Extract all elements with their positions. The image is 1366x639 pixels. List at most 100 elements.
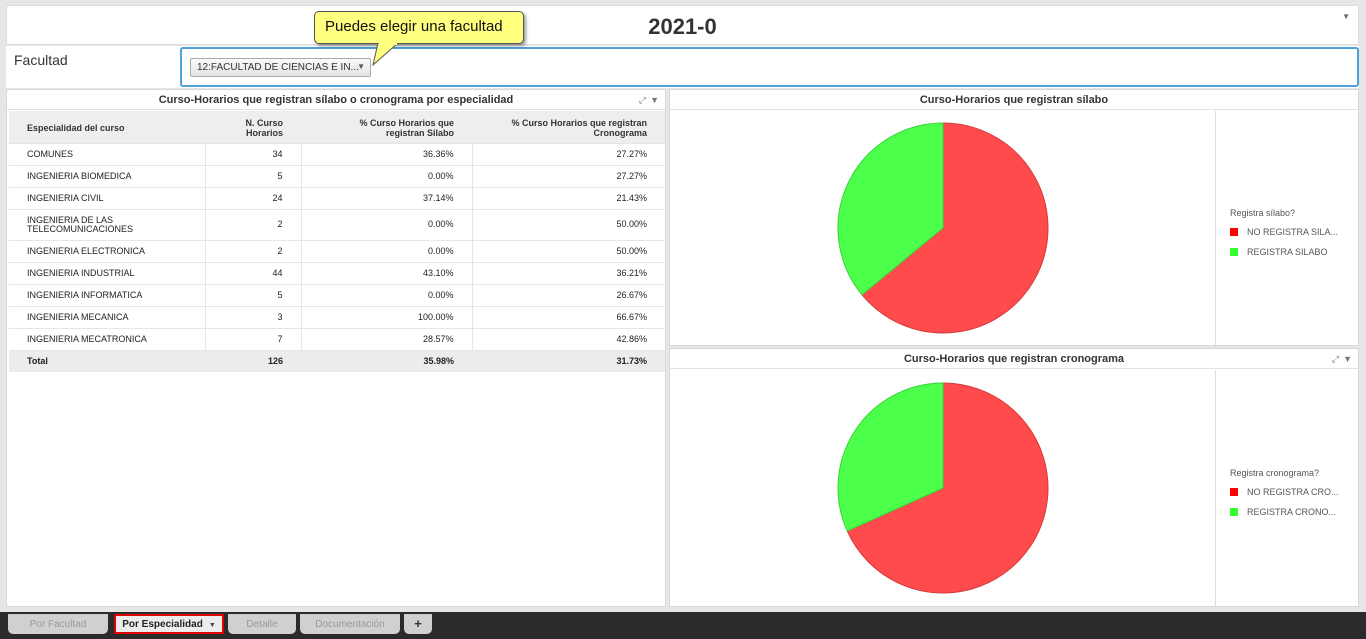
help-tooltip: Puedes elegir una facultad xyxy=(314,11,524,44)
table-cell: INGENIERIA CIVIL xyxy=(9,186,206,209)
table-cell: 37.14% xyxy=(301,186,473,209)
column-header[interactable]: % Curso Horarios que registran Silabo xyxy=(301,111,472,143)
table-cell: 42.86% xyxy=(472,327,665,350)
table-cell: 44 xyxy=(205,261,302,284)
table-cell: 35.98% xyxy=(301,349,472,372)
silabo-chart-panel: Curso-Horarios que registran sílabo Regi… xyxy=(669,89,1359,346)
column-header[interactable]: Especialidad del curso xyxy=(9,111,205,143)
legend-label: NO REGISTRA CRO... xyxy=(1247,487,1339,497)
table-cell: INGENIERIA DE LAS TELECOMUNICACIONES xyxy=(9,208,206,240)
table-cell: 0.00% xyxy=(301,239,473,262)
table-row: INGENIERIA MECANICA 3 100.00% 66.67% xyxy=(9,305,665,328)
table-cell: 3 xyxy=(205,305,302,328)
expand-icon[interactable]: ⤢ xyxy=(1331,354,1340,364)
legend-title: Registra sílabo? xyxy=(1230,208,1296,218)
column-header[interactable]: % Curso Horarios que registran Cronogram… xyxy=(472,111,665,143)
cronograma-legend: Registra cronograma? NO REGISTRA CRO... … xyxy=(1230,468,1348,527)
table-row: INGENIERIA MECATRONICA 7 28.57% 42.86% xyxy=(9,327,665,350)
table-cell: INGENIERIA MECANICA xyxy=(9,305,206,328)
add-sheet-button[interactable]: + xyxy=(404,614,432,634)
facultad-select-value: 12:FACULTAD DE CIENCIAS E IN... xyxy=(197,62,359,73)
table-cell: 5 xyxy=(205,283,302,306)
silabo-legend: Registra sílabo? NO REGISTRA SILA... REG… xyxy=(1230,208,1348,267)
table-cell: 34 xyxy=(205,142,302,165)
page-title: 2021-0 xyxy=(648,14,717,39)
table-cell: INGENIERIA MECATRONICA xyxy=(9,327,206,350)
pie-slice[interactable] xyxy=(837,122,944,296)
column-header[interactable]: N. Curso Horarios xyxy=(205,111,301,143)
table-cell: 36.21% xyxy=(472,261,665,284)
legend-item[interactable]: NO REGISTRA SILA... xyxy=(1230,227,1348,237)
table-row: INGENIERIA ELECTRONICA 2 0.00% 50.00% xyxy=(9,239,665,262)
table-panel: Curso-Horarios que registran sílabo o cr… xyxy=(6,89,666,607)
facultad-label: Facultad xyxy=(14,52,68,68)
table-cell: 0.00% xyxy=(301,283,473,306)
table-cell: 7 xyxy=(205,327,302,350)
legend-label: REGISTRA CRONO... xyxy=(1247,507,1337,517)
legend-label: NO REGISTRA SILA... xyxy=(1247,227,1339,237)
table-cell: Total xyxy=(9,349,205,372)
table-row: INGENIERIA CIVIL 24 37.14% 21.43% xyxy=(9,186,665,209)
legend-swatch xyxy=(1230,488,1238,496)
table-cell: 2 xyxy=(205,239,302,262)
table-cell: 36.36% xyxy=(301,142,473,165)
table-cell: 21.43% xyxy=(472,186,665,209)
table-cell: 26.67% xyxy=(472,283,665,306)
tab-documentacion[interactable]: Documentación xyxy=(300,614,400,634)
tab-detalle[interactable]: Detalle xyxy=(228,614,296,634)
tab-label: Por Especialidad xyxy=(122,619,203,630)
legend-swatch xyxy=(1230,508,1238,516)
table-cell: COMUNES xyxy=(9,142,206,165)
table-cell: 24 xyxy=(205,186,302,209)
table-row: INGENIERIA INFORMATICA 5 0.00% 26.67% xyxy=(9,283,665,306)
table-header-row: Especialidad del curso N. Curso Horarios… xyxy=(9,111,665,143)
silabo-pie-area xyxy=(670,111,1216,345)
chevron-down-icon[interactable]: ▼ xyxy=(208,622,216,629)
table-cell: 27.27% xyxy=(472,142,665,165)
legend-swatch xyxy=(1230,248,1238,256)
dashboard-header: 2021-0 ▼ xyxy=(6,5,1359,45)
pie-slice[interactable] xyxy=(861,122,1049,334)
table-cell: 66.67% xyxy=(472,305,665,328)
table-row: INGENIERIA INDUSTRIAL 44 43.10% 36.21% xyxy=(9,261,665,284)
legend-swatch xyxy=(1230,228,1238,236)
table-row: COMUNES 34 36.36% 27.27% xyxy=(9,142,665,165)
table-cell: 0.00% xyxy=(301,208,473,240)
tab-por-especialidad[interactable]: Por Especialidad ▼ xyxy=(114,614,224,634)
panel-menu-icon[interactable]: ▼ xyxy=(650,95,659,105)
table-cell: 100.00% xyxy=(301,305,473,328)
especialidad-table: Especialidad del curso N. Curso Horarios… xyxy=(9,111,665,372)
pie-slice[interactable] xyxy=(837,382,944,532)
expand-icon[interactable]: ⤢ xyxy=(638,95,647,105)
table-total-row: Total 126 35.98% 31.73% xyxy=(9,349,665,372)
table-cell: 50.00% xyxy=(472,208,665,240)
tooltip-pointer-icon xyxy=(372,43,399,67)
table-cell: INGENIERIA INDUSTRIAL xyxy=(9,261,206,284)
legend-item[interactable]: REGISTRA CRONO... xyxy=(1230,507,1348,517)
silabo-pie-chart xyxy=(837,122,1049,334)
facultad-filter-box: 12:FACULTAD DE CIENCIAS E IN... ▼ xyxy=(180,47,1359,87)
silabo-chart-title: Curso-Horarios que registran sílabo xyxy=(670,90,1358,110)
panel-menu-icon[interactable]: ▼ xyxy=(1343,354,1352,364)
table-cell: 28.57% xyxy=(301,327,473,350)
chevron-down-icon: ▼ xyxy=(357,62,365,71)
legend-title: Registra cronograma? xyxy=(1230,468,1320,478)
facultad-select[interactable]: 12:FACULTAD DE CIENCIAS E IN... ▼ xyxy=(190,58,371,77)
cronograma-chart-panel: Curso-Horarios que registran cronograma … xyxy=(669,348,1359,607)
tab-por-facultad[interactable]: Por Facultad xyxy=(8,614,108,634)
table-cell: 31.73% xyxy=(472,349,665,372)
table-cell: 0.00% xyxy=(301,164,473,187)
table-cell: 126 xyxy=(205,349,301,372)
table-cell: 2 xyxy=(205,208,302,240)
legend-item[interactable]: NO REGISTRA CRO... xyxy=(1230,487,1348,497)
table-cell: 50.00% xyxy=(472,239,665,262)
table-cell: INGENIERIA ELECTRONICA xyxy=(9,239,206,262)
legend-label: REGISTRA SILABO xyxy=(1247,247,1328,257)
table-cell: 27.27% xyxy=(472,164,665,187)
table-row: INGENIERIA DE LAS TELECOMUNICACIONES 2 0… xyxy=(9,208,665,240)
pie-slice[interactable] xyxy=(846,382,1049,594)
table-cell: INGENIERIA INFORMATICA xyxy=(9,283,206,306)
cronograma-pie-area xyxy=(670,370,1216,606)
legend-item[interactable]: REGISTRA SILABO xyxy=(1230,247,1348,257)
header-menu-icon[interactable]: ▼ xyxy=(1342,12,1350,21)
